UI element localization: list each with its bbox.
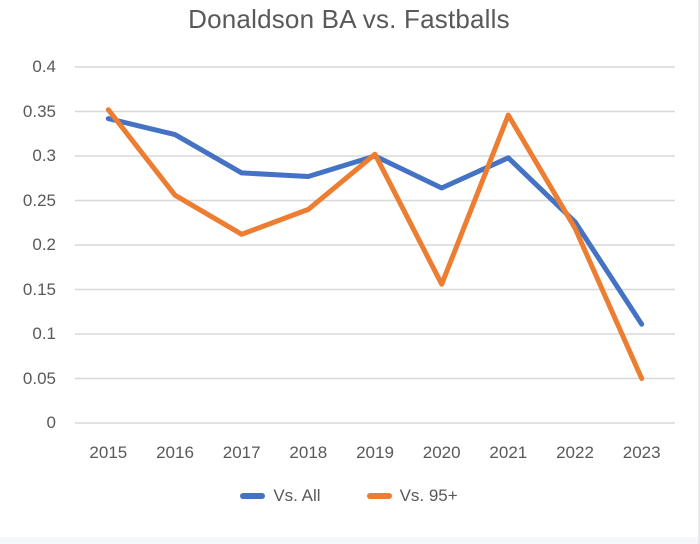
x-tick-label: 2019 xyxy=(356,443,394,462)
legend-item-vs-95: Vs. 95+ xyxy=(366,486,458,506)
series-line-vs-95- xyxy=(105,107,645,381)
y-tick-label: 0 xyxy=(46,413,56,432)
vs-95-line-swatch xyxy=(366,493,392,499)
x-tick-label: 2020 xyxy=(422,443,461,462)
series-line-vs-all xyxy=(105,116,645,327)
y-tick-label: 0.3 xyxy=(32,146,56,165)
legend: Vs. All Vs. 95+ xyxy=(0,486,698,506)
x-tick-label: 2021 xyxy=(489,443,528,462)
x-tick-label: 2018 xyxy=(289,443,328,462)
legend-label-vs-all: Vs. All xyxy=(273,486,321,505)
vs-all-line-swatch xyxy=(240,493,266,499)
y-tick-label: 0.4 xyxy=(32,57,56,76)
bottom-edge xyxy=(0,537,698,544)
y-tick-label: 0.2 xyxy=(32,235,56,254)
y-tick-label: 0.05 xyxy=(22,368,56,388)
chart-title: Donaldson BA vs. Fastballs xyxy=(188,4,510,34)
y-tick-label: 0.1 xyxy=(32,324,56,343)
x-tick-label: 2023 xyxy=(622,443,661,462)
y-tick-label: 0.25 xyxy=(22,190,56,210)
x-tick-label: 2016 xyxy=(156,443,194,462)
y-tick-label: 0.35 xyxy=(22,101,56,121)
legend-item-vs-all: Vs. All xyxy=(240,486,321,506)
x-tick-label: 2022 xyxy=(556,443,594,462)
y-tick-label: 0.15 xyxy=(22,279,56,299)
legend-label-vs-95: Vs. 95+ xyxy=(399,486,458,505)
x-tick-label: 2015 xyxy=(89,443,128,462)
x-tick-label: 2017 xyxy=(222,443,261,462)
